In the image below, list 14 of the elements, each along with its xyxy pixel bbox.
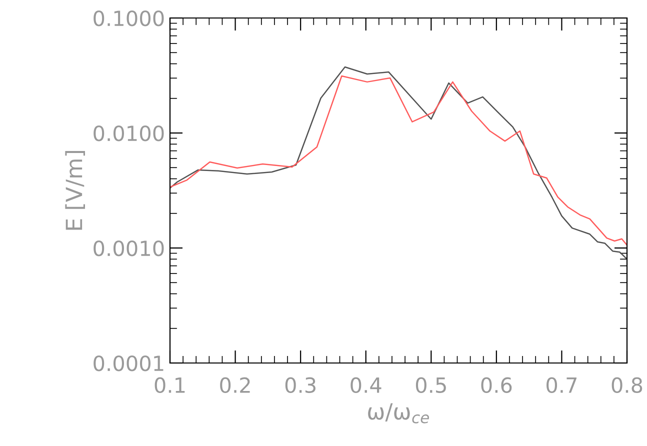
x-tick-label: 0.3 <box>285 377 316 394</box>
y-axis-title: E [V/m] <box>65 151 85 230</box>
y-tick-label: 0.0100 <box>94 125 164 142</box>
x-tick-label: 0.7 <box>546 377 576 394</box>
x-tick-label: 0.5 <box>416 377 446 394</box>
x-tick-label: 0.4 <box>350 377 382 394</box>
y-tick-label: 0.0001 <box>94 355 164 372</box>
y-tick-label: 0.1000 <box>94 10 164 26</box>
x-tick-label: 0.2 <box>220 377 250 394</box>
x-tick-label: 0.1 <box>154 377 185 394</box>
x-tick-label: 0.8 <box>612 377 642 394</box>
x-tick-label: 0.6 <box>481 377 512 394</box>
y-tick-label: 0.0010 <box>94 240 164 256</box>
x-axis-title: ω/ω$_{ce}$ <box>368 403 429 424</box>
